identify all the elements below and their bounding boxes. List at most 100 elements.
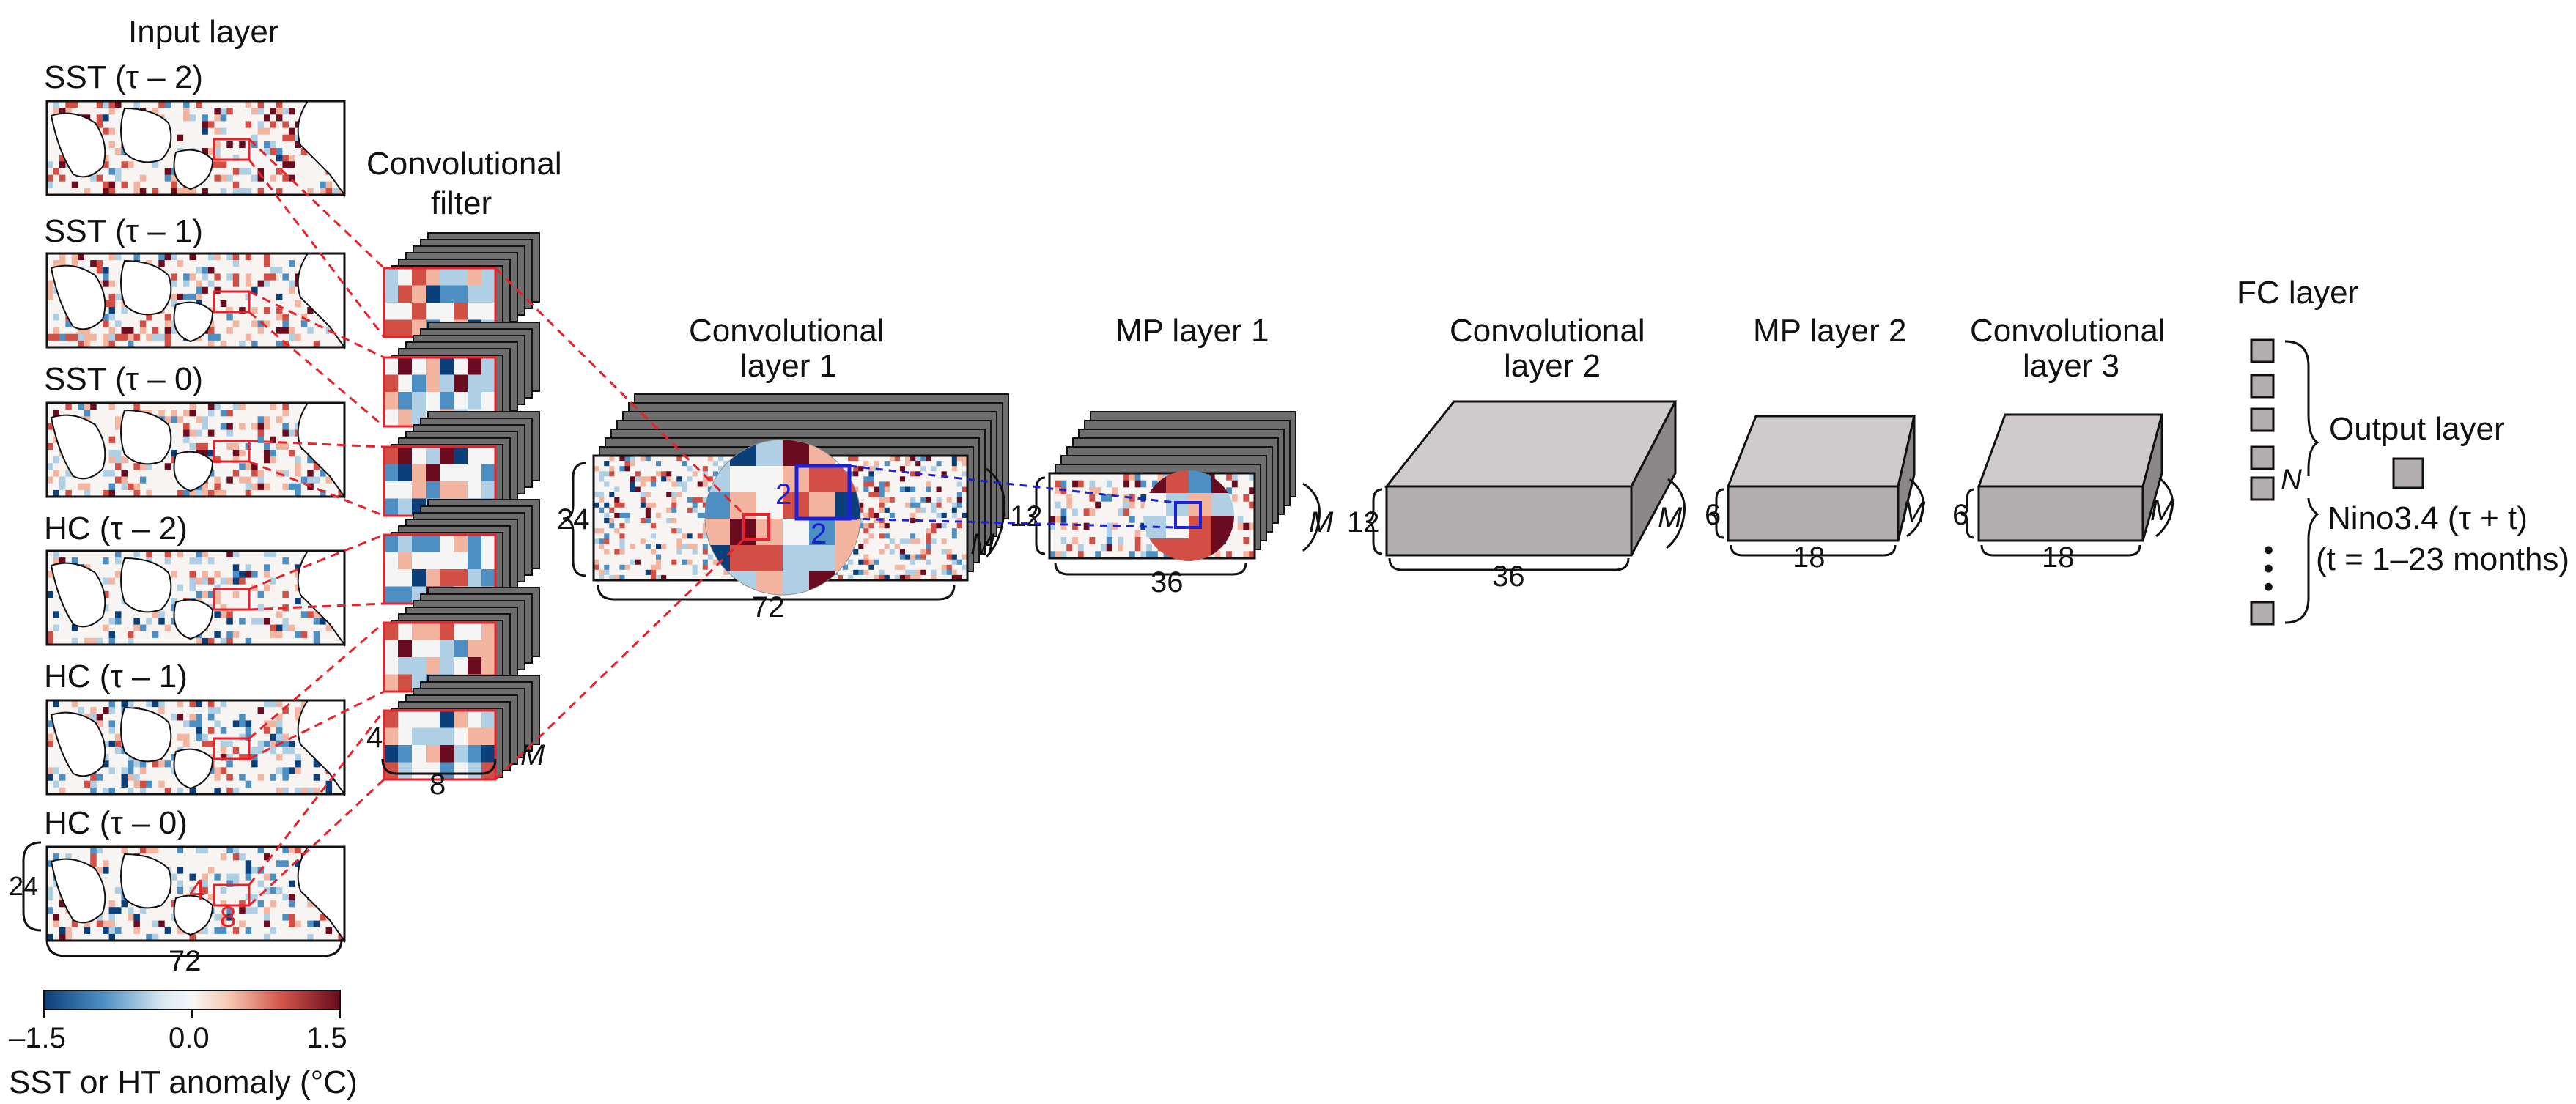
colorbar-label: SST or HT anomaly (°C) bbox=[9, 1064, 358, 1100]
conv-filter-width-label: 8 bbox=[429, 768, 446, 801]
input-map-label: SST (τ – 0) bbox=[44, 361, 203, 397]
conv3-title-line1: Convolutional bbox=[1970, 313, 2166, 349]
input-maps: SST (τ – 2) SST (τ – 1) SST (τ – 0) HC (τ –… bbox=[44, 59, 346, 944]
conv-filter-width-bracket bbox=[381, 758, 497, 775]
conv-filter-4 bbox=[383, 499, 540, 605]
conv-filter-6 bbox=[383, 675, 540, 781]
conv1-height-label: 24 bbox=[557, 503, 590, 536]
mp2-width-bracket bbox=[1730, 544, 1897, 557]
mp2-height-label: 6 bbox=[1705, 499, 1721, 531]
fc-node bbox=[2250, 445, 2275, 470]
input-map-4: HC (τ – 2) bbox=[44, 511, 346, 648]
colorbar-tick-mid: 0.0 bbox=[169, 1022, 210, 1054]
conv2-box bbox=[1384, 400, 1678, 557]
conv2-height-label: 12 bbox=[1347, 506, 1380, 538]
conv1-pool-h-label: 2 bbox=[775, 478, 791, 511]
fc-dots: • • • bbox=[2252, 545, 2284, 592]
mp2-depth-label: M bbox=[1901, 496, 1926, 528]
fc-bracket-top bbox=[2284, 340, 2319, 476]
conv3-depth-bracket bbox=[2155, 476, 2174, 538]
fc-node bbox=[2250, 601, 2275, 626]
fc-node bbox=[2250, 407, 2275, 432]
fc-nodes bbox=[2250, 338, 2275, 626]
conv3-width-bracket bbox=[1980, 544, 2141, 557]
mp1-width-label: 36 bbox=[1151, 566, 1184, 599]
colorbar-tick-min: –1.5 bbox=[9, 1022, 66, 1054]
colorbar-tick-max: 1.5 bbox=[306, 1022, 347, 1054]
colorbar bbox=[43, 990, 341, 1010]
conv-filter-5 bbox=[383, 587, 540, 693]
mp1-depth-bracket bbox=[1302, 482, 1321, 552]
fc-bracket-bottom bbox=[2284, 497, 2319, 624]
mp1-pool-box bbox=[1174, 501, 1202, 529]
input-filter-width-label: 8 bbox=[220, 901, 236, 933]
input-filter-window bbox=[213, 588, 251, 611]
fc-node bbox=[2250, 374, 2275, 399]
mp2-box bbox=[1726, 415, 1916, 542]
conv3-box bbox=[1977, 413, 2163, 542]
fc-node bbox=[2250, 338, 2275, 363]
input-map-6: HC (τ – 0) bbox=[44, 805, 346, 944]
conv1-width-label: 72 bbox=[752, 591, 785, 623]
mp2-title: MP layer 2 bbox=[1753, 313, 1907, 349]
conv2-title-line1: Convolutional bbox=[1450, 313, 1645, 349]
output-line1: Nino3.4 (τ + t) bbox=[2328, 500, 2528, 536]
fc-n-label: N bbox=[2281, 464, 2302, 496]
mp2-depth-bracket bbox=[1906, 478, 1925, 538]
pool-connector-bottom bbox=[849, 517, 1176, 529]
input-map-3: SST (τ – 0) bbox=[44, 361, 346, 500]
conv3-height-bracket bbox=[1960, 488, 1975, 539]
conv2-depth-bracket bbox=[1666, 478, 1686, 549]
filter-connectors bbox=[248, 138, 745, 907]
conv1-depth-label: M bbox=[970, 528, 995, 560]
conv2-width-bracket bbox=[1388, 557, 1630, 571]
conv2-width-label: 36 bbox=[1492, 560, 1525, 593]
conv-filter-title-line2: filter bbox=[431, 185, 492, 221]
input-map-label: HC (τ – 1) bbox=[44, 659, 188, 694]
conv1-width-bracket bbox=[597, 584, 956, 601]
input-map-label: SST (τ – 1) bbox=[44, 213, 203, 249]
input-map-label: SST (τ – 2) bbox=[44, 59, 203, 95]
conv1-title-line1: Convolutional bbox=[689, 313, 885, 349]
input-map-2: SST (τ – 1) bbox=[44, 213, 346, 350]
input-filter-height-label: 4 bbox=[189, 874, 205, 906]
input-layer-title: Input layer bbox=[128, 14, 278, 50]
conv3-width-label: 18 bbox=[2042, 541, 2075, 574]
conv1-depth-bracket bbox=[985, 467, 1005, 558]
input-filter-window bbox=[213, 138, 251, 161]
fc-title: FC layer bbox=[2237, 275, 2358, 311]
output-node bbox=[2392, 457, 2424, 489]
conv-filter-height-label: 4 bbox=[366, 722, 383, 754]
input-map-label: HC (τ – 0) bbox=[44, 805, 188, 841]
input-map-label: HC (τ – 2) bbox=[44, 511, 188, 547]
conv3-title-line2: layer 3 bbox=[2023, 348, 2119, 384]
input-width-label: 72 bbox=[169, 945, 202, 977]
mp1-height-label: 12 bbox=[1010, 500, 1043, 533]
input-width-bracket bbox=[45, 938, 343, 957]
mp1-width-bracket bbox=[1054, 562, 1247, 576]
input-map-5: HC (τ – 1) bbox=[44, 659, 346, 797]
input-height-label: 24 bbox=[9, 871, 38, 901]
conv-filters bbox=[383, 232, 540, 781]
fc-node bbox=[2250, 476, 2275, 501]
pool-connector-top bbox=[849, 464, 1176, 504]
conv3-height-label: 6 bbox=[1952, 499, 1968, 531]
mp1-height-bracket bbox=[1028, 476, 1046, 555]
input-height-bracket bbox=[22, 841, 42, 932]
conv1-filter-box bbox=[742, 513, 770, 541]
conv2-height-bracket bbox=[1365, 488, 1383, 555]
conv1-title-line2: layer 1 bbox=[740, 348, 837, 384]
mp2-width-label: 18 bbox=[1793, 541, 1826, 574]
mp1-title: MP layer 1 bbox=[1115, 313, 1269, 349]
conv1-pool-box bbox=[794, 464, 852, 521]
conv3-depth-label: M bbox=[2150, 494, 2175, 527]
output-title: Output layer bbox=[2329, 411, 2505, 447]
input-filter-window bbox=[213, 290, 251, 314]
input-map-1: SST (τ – 2) bbox=[44, 59, 346, 198]
output-line2: (t = 1–23 months) bbox=[2316, 541, 2569, 577]
input-filter-window bbox=[213, 883, 251, 907]
conv2-depth-label: M bbox=[1658, 502, 1683, 534]
input-filter-window bbox=[213, 440, 251, 463]
